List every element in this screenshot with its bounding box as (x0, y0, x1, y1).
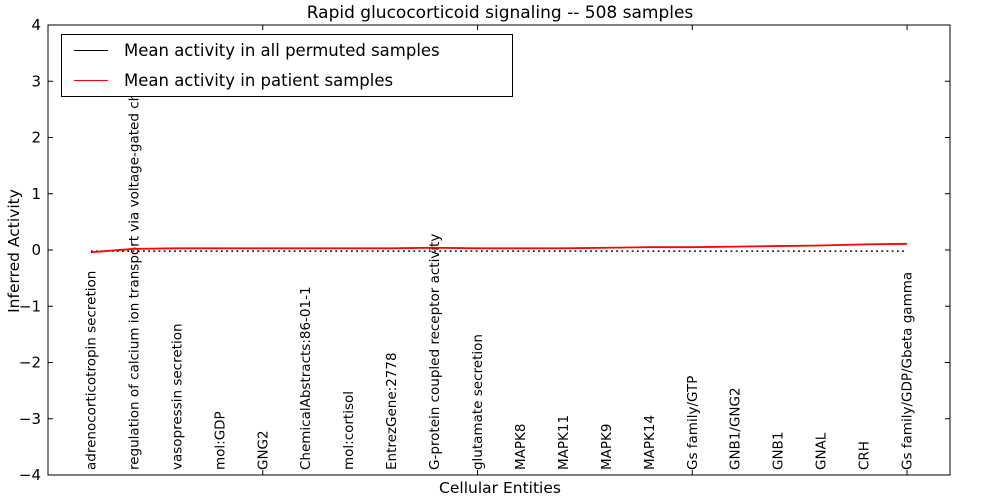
y-tick-label: 4 (31, 16, 41, 34)
legend: Mean activity in all permuted samples Me… (61, 34, 513, 97)
y-tick-label: −2 (19, 354, 41, 372)
x-category-label: vasopressin secretion (169, 323, 185, 470)
x-category-label: GNG2 (255, 430, 271, 470)
x-category-label: Gs family/GDP/Gbeta gamma (900, 272, 916, 470)
x-category-label: GNB1/GNG2 (728, 387, 744, 470)
x-category-label: mol:cortisol (341, 391, 357, 470)
y-tick-label: 0 (31, 241, 41, 259)
y-tick-label: 2 (31, 129, 41, 147)
y-tick-label: 3 (31, 72, 41, 90)
x-category-label: MAPK9 (599, 424, 615, 470)
x-category-label: regulation of calcium ion transport via … (126, 48, 142, 470)
y-axis-label: Inferred Activity (5, 189, 23, 313)
legend-entry-patient: Mean activity in patient samples (62, 66, 512, 94)
legend-label: Mean activity in all permuted samples (124, 41, 440, 61)
x-category-label: GNAL (814, 432, 830, 470)
y-tick-label: −1 (19, 297, 41, 315)
legend-label: Mean activity in patient samples (124, 70, 394, 90)
legend-line-swatch-black (74, 50, 108, 52)
legend-line-swatch-red (74, 79, 108, 81)
series-line-patient (90, 242, 908, 254)
y-tick-label: 1 (31, 185, 41, 203)
y-tick-label: −4 (19, 466, 41, 484)
x-category-label: MAPK14 (642, 415, 658, 470)
x-category-label: ChemicalAbstracts:86-01-1 (298, 286, 314, 470)
y-tick-label: −3 (19, 410, 41, 428)
x-category-label: CRH (857, 441, 873, 470)
x-category-label: glutamate secretion (470, 334, 486, 470)
x-category-label: MAPK8 (513, 424, 529, 470)
x-category-label: MAPK11 (556, 415, 572, 470)
x-category-label: adrenocorticotropin secretion (83, 271, 99, 470)
x-category-label: mol:GDP (212, 411, 228, 470)
x-category-label: Gs family/GTP (685, 376, 701, 470)
legend-entry-permuted: Mean activity in all permuted samples (62, 37, 512, 65)
x-category-label: EntrezGene:2778 (384, 352, 400, 470)
x-category-label: GNB1 (771, 432, 787, 470)
chart-title: Rapid glucocorticoid signaling -- 508 sa… (306, 3, 694, 23)
x-category-label: G-protein coupled receptor activity (427, 234, 443, 470)
x-axis-label: Cellular Entities (439, 479, 561, 497)
